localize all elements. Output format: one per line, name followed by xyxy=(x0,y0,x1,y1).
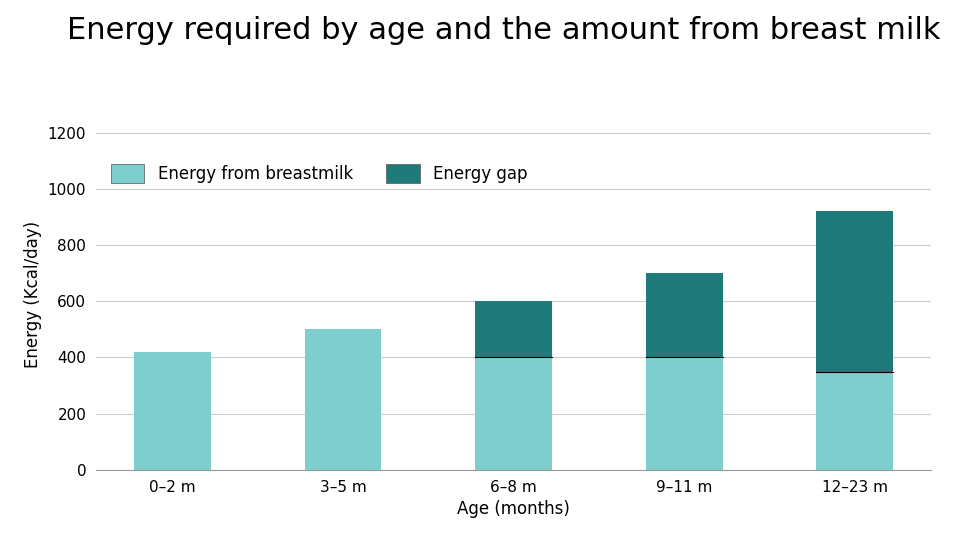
X-axis label: Age (months): Age (months) xyxy=(457,500,570,518)
Legend: Energy from breastmilk, Energy gap: Energy from breastmilk, Energy gap xyxy=(105,157,534,190)
Bar xyxy=(475,301,552,357)
Bar xyxy=(646,273,723,357)
Y-axis label: Energy (Kcal/day): Energy (Kcal/day) xyxy=(24,221,42,368)
Text: Energy required by age and the amount from breast milk: Energy required by age and the amount fr… xyxy=(67,16,941,45)
Bar xyxy=(646,357,723,470)
Bar xyxy=(304,329,381,470)
Bar xyxy=(134,352,211,470)
Bar xyxy=(816,212,893,372)
Bar xyxy=(475,357,552,470)
Bar xyxy=(816,372,893,470)
